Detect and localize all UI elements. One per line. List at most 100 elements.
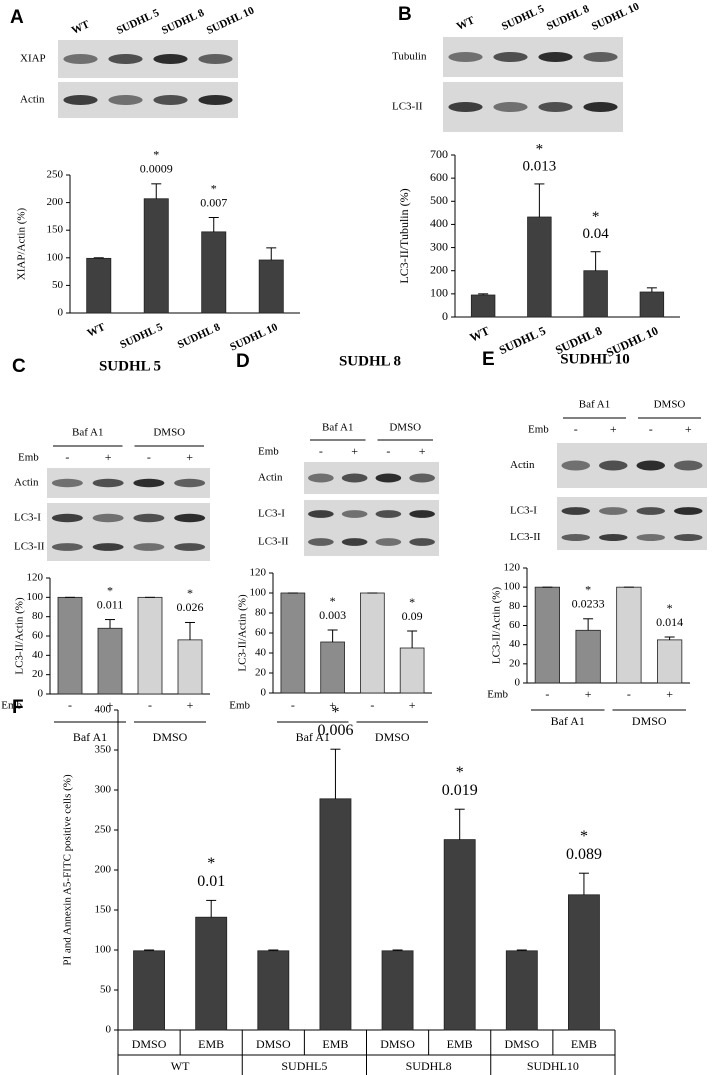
significance-star: * — [536, 141, 544, 157]
x-tick-label: DMSO — [256, 1037, 291, 1051]
blot-group-label: Baf A1 — [322, 422, 353, 434]
y-tick-label: 60 — [509, 619, 521, 631]
bar — [443, 839, 476, 1031]
panel-title: SUDHL 8 — [339, 353, 401, 369]
blot-band — [409, 538, 435, 546]
p-value: 0.013 — [523, 158, 557, 174]
bar — [257, 950, 290, 1031]
blot-band — [341, 510, 368, 518]
y-tick-label: 100 — [430, 286, 448, 300]
blot-lane-label: SUDHL 5 — [115, 7, 162, 37]
blot-sign: + — [351, 444, 358, 458]
x-tick-label: EMB — [447, 1037, 473, 1051]
y-axis-label: XIAP/Actin (%) — [16, 207, 28, 280]
bar — [133, 950, 165, 1031]
x-tick-label: + — [409, 698, 416, 712]
blot-row-label: Actin — [258, 472, 283, 484]
error-bar — [330, 748, 341, 799]
x-tick-label: + — [585, 687, 592, 701]
group-label: WT — [171, 1059, 190, 1073]
blot-lane-label: WT — [70, 18, 92, 37]
y-tick-label: 700 — [430, 147, 448, 161]
bar — [258, 259, 284, 314]
blot-band — [51, 513, 83, 523]
y-tick-label: 300 — [95, 784, 112, 796]
bar — [360, 592, 385, 694]
y-tick-label: 100 — [250, 587, 267, 599]
panel-title: SUDHL 5 — [99, 358, 161, 374]
y-tick-label: 100 — [27, 591, 44, 603]
blot-band — [538, 102, 573, 112]
p-value: 0.007 — [200, 195, 227, 209]
group-label: SUDHL10 — [527, 1059, 579, 1073]
group-label: DMSO — [632, 714, 667, 728]
significance-star: * — [107, 583, 113, 597]
bar — [195, 916, 228, 1031]
x-tick-label: SUDHL 10 — [228, 321, 280, 354]
panel-label: B — [398, 4, 412, 25]
blot-emb-label: Emb — [528, 424, 549, 436]
blot-band — [308, 473, 334, 483]
blot-band — [153, 54, 188, 64]
blot-band — [599, 507, 628, 515]
error-bar — [646, 287, 657, 293]
blot-sign: + — [610, 422, 617, 436]
x-tick-label: + — [187, 698, 194, 712]
group-label: SUDHL5 — [281, 1059, 327, 1073]
y-tick-label: 120 — [504, 562, 521, 574]
significance-star: * — [585, 583, 591, 597]
blot-band — [561, 460, 590, 471]
blot-band — [448, 52, 483, 62]
panel-label: C — [12, 356, 26, 377]
error-bar — [664, 636, 675, 640]
error-bar — [516, 949, 527, 951]
p-value: 0.026 — [177, 600, 204, 614]
x-tick-label: - — [545, 687, 549, 701]
p-value: 0.04 — [583, 226, 610, 242]
y-tick-label: 40 — [509, 638, 521, 650]
y-tick-label: 400 — [95, 704, 112, 716]
blot-row-label: LC3-II — [258, 536, 289, 548]
x-tick-label: - — [68, 698, 72, 712]
error-bar — [407, 630, 418, 648]
blot-band — [63, 95, 98, 105]
blot-lane-label: SUDHL 10 — [590, 0, 642, 33]
x-tick-label: DMSO — [504, 1037, 539, 1051]
p-value: 0.09 — [402, 609, 423, 623]
y-tick-label: 0 — [442, 309, 448, 323]
x-tick-label: - — [291, 698, 295, 712]
blot-band — [92, 513, 124, 523]
error-bar — [151, 183, 162, 199]
blot-sign: - — [147, 450, 151, 464]
blot-band — [92, 478, 124, 488]
bar — [639, 291, 665, 318]
y-axis-label: LC3-II/Tubulin (%) — [397, 188, 411, 283]
blot-group-label: Baf A1 — [579, 399, 610, 411]
y-tick-label: 250 — [47, 169, 64, 181]
bar — [177, 639, 203, 695]
blot-emb-label: Emb — [18, 452, 39, 464]
group-label: DMSO — [375, 730, 410, 744]
significance-star: * — [153, 148, 159, 162]
error-bar — [590, 251, 601, 271]
blot-sign: - — [65, 450, 69, 464]
panel-label: E — [482, 349, 495, 370]
blot-sign: - — [386, 444, 390, 458]
blot-band — [583, 52, 618, 62]
error-bar — [144, 949, 155, 951]
x-tick-label: + — [329, 698, 336, 712]
bar — [657, 639, 683, 684]
y-tick-label: 200 — [95, 864, 112, 876]
p-value: 0.0009 — [140, 162, 173, 176]
significance-star: * — [592, 209, 600, 225]
blot-band — [341, 538, 368, 546]
y-tick-label: 0 — [261, 687, 267, 699]
blot-band — [636, 507, 665, 515]
blot-lane-label: WT — [455, 14, 477, 33]
blot-row-label: Actin — [14, 477, 39, 489]
blot-band — [409, 510, 435, 518]
blot-band — [375, 510, 402, 518]
y-tick-label: 400 — [430, 216, 448, 230]
y-tick-label: 60 — [32, 630, 44, 642]
blot-band — [108, 54, 143, 64]
